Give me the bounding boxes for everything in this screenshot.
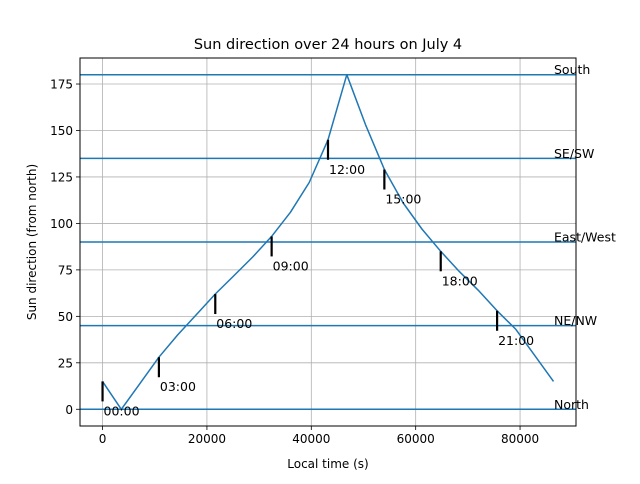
x-axis-label: Local time (s): [287, 457, 368, 471]
hour-marker-label: 18:00: [442, 273, 478, 288]
x-tick-label: 40000: [292, 432, 330, 446]
y-tick-label: 100: [50, 217, 73, 231]
plot-frame: [79, 57, 577, 427]
y-tick-label: 150: [50, 124, 73, 138]
reference-label: NE/NW: [554, 313, 597, 328]
reference-label: North: [554, 397, 589, 412]
x-tick-label: 80000: [501, 432, 539, 446]
hour-marker-label: 06:00: [216, 316, 252, 331]
reference-label: SE/SW: [554, 146, 594, 161]
y-tick-label: 175: [50, 78, 73, 92]
y-axis-label: Sun direction (from north): [25, 164, 39, 320]
hour-markers: 00:00 03:00 06:00 09:00 12:00 15:00 18:00 21:00: [101, 139, 534, 418]
hour-marker-label: 12:00: [329, 162, 365, 177]
y-tick-label: 50: [58, 310, 73, 324]
reference-labels: North NE/NW East/West SE/SW South: [554, 62, 616, 412]
y-tick-label: 125: [50, 170, 73, 184]
reference-label: East/West: [554, 230, 616, 245]
y-tick-label: 0: [65, 403, 73, 417]
y-tick-label: 75: [58, 263, 73, 277]
hour-marker-label: 00:00: [104, 403, 140, 418]
x-tick-label: 0: [99, 432, 107, 446]
axis-ticks: 0 20000 40000 60000 80000 0 25 50 75 100 125 150 175: [50, 78, 539, 446]
x-tick-label: 60000: [397, 432, 435, 446]
hour-marker-label: 15:00: [385, 192, 421, 207]
reference-label: South: [554, 62, 590, 77]
x-tick-label: 20000: [188, 432, 226, 446]
hour-marker-label: 09:00: [273, 258, 309, 273]
y-tick-label: 25: [58, 356, 73, 370]
hour-marker-label: 03:00: [160, 379, 196, 394]
reference-lines: [80, 73, 576, 411]
hour-marker-label: 21:00: [498, 333, 534, 348]
chart-title: Sun direction over 24 hours on July 4: [194, 37, 462, 53]
